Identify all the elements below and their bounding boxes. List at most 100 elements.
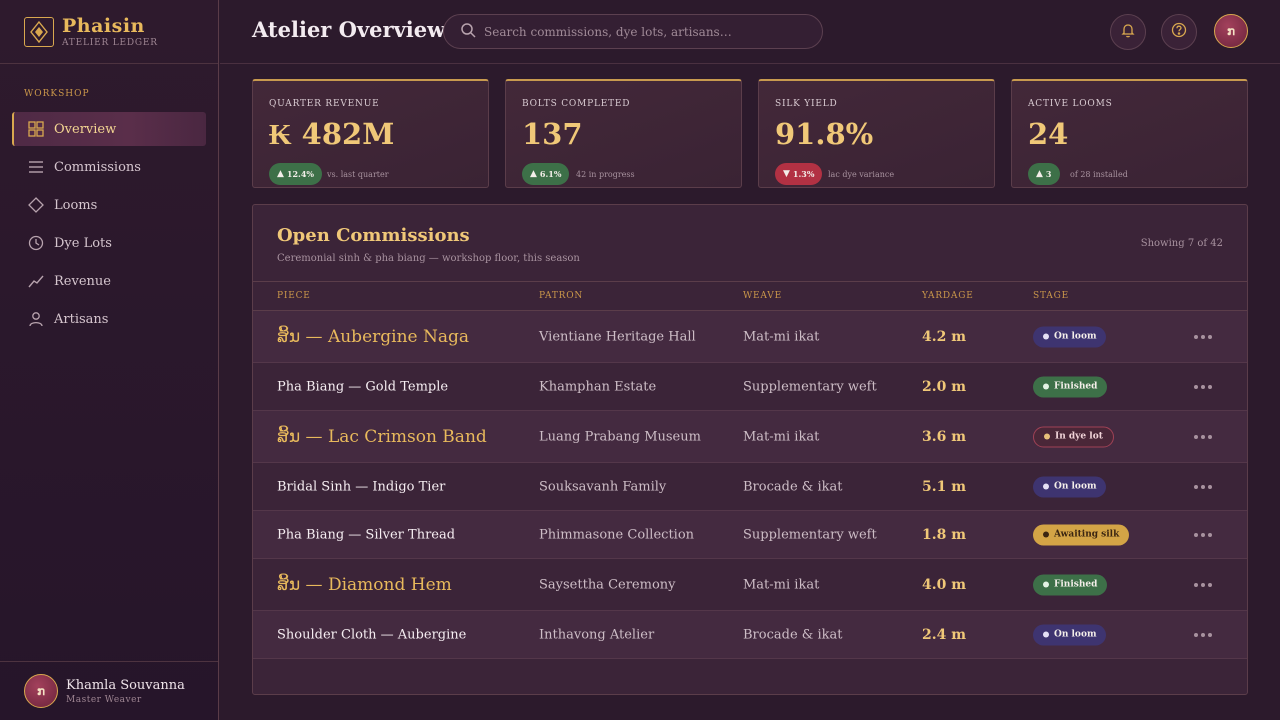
stage-badge: Awaiting silk [1033,524,1130,545]
stage-badge: In dye lot [1033,426,1114,447]
more-actions-icon[interactable] [1194,632,1212,637]
avatar: ກ [24,674,58,708]
stage-label: Finished [1054,381,1098,392]
more-actions-icon[interactable] [1194,384,1212,389]
stage-label: Finished [1054,579,1098,590]
kpi-delta: 1.3% [792,169,815,179]
yardage-value: 4.2 m [922,328,967,345]
table-row[interactable]: ສິ້ນ — Diamond Hem Saysettha Ceremony Mat-… [253,559,1247,611]
notifications-button[interactable] [1110,14,1146,50]
piece-name: Pha Biang — Gold Temple [277,379,449,394]
column-header-stage[interactable]: STAGE [1033,291,1069,301]
sidebar-item-artisans[interactable]: Artisans [12,302,206,336]
table-row[interactable]: ສິ້ນ — Lac Crimson Band Luang Prabang Mus… [253,411,1247,463]
yardage-value: 2.0 m [922,378,967,395]
stage-label: On loom [1054,481,1097,492]
sidebar-item-commissions[interactable]: Commissions [12,150,206,184]
kpi-delta-badge: ▲ 3 [1028,163,1060,185]
current-user[interactable]: ກ Khamla Souvanna Master Weaver [0,661,218,720]
table-row[interactable]: Pha Biang — Gold Temple Khamphan Estate Su… [253,363,1247,411]
status-dot-icon [1043,383,1049,390]
kpi-delta: 12.4% [286,169,315,179]
status-dot-icon [1043,483,1049,490]
stage-badge: On loom [1033,326,1107,347]
panel-subtitle: Ceremonial sinh & pha biang — workshop f… [277,253,580,264]
more-actions-icon[interactable] [1194,484,1212,489]
kpi-value: 24 [1028,117,1069,151]
sidebar-item-dye-lots[interactable]: Dye Lots [12,226,206,260]
status-dot-icon [1044,433,1050,440]
sidebar-item-label: Dye Lots [54,235,112,251]
sidebar-item-revenue[interactable]: Revenue [12,264,206,298]
piece-name: ສິ້ນ — Diamond Hem [277,574,452,595]
table-row[interactable]: Shoulder Cloth — Aubergine Inthavong Atel… [253,611,1247,659]
help-icon [1171,22,1187,42]
kpi-note: 42 in progress [576,170,635,179]
kpi-note: lac dye variance [828,170,895,179]
column-header-yardage[interactable]: YARDAGE [922,291,974,301]
search-box[interactable] [443,14,823,49]
header-avatar[interactable]: ກ [1214,14,1248,48]
sidebar-item-label: Artisans [54,311,109,327]
brand[interactable]: Phaisin ATELIER LEDGER [0,0,218,64]
patron-name: Saysettha Ceremony [539,577,676,592]
status-dot-icon [1043,531,1049,538]
table-header: PIECE PATRON WEAVE YARDAGE STAGE [253,281,1247,311]
diamond-icon [28,197,44,213]
weave-type: Supplementary weft [743,379,877,394]
stage-label: On loom [1054,331,1097,342]
kpi-value: 137 [522,117,583,151]
table-row[interactable]: ສິ້ນ — Aubergine Naga Vientiane Heritage … [253,311,1247,363]
grid-icon [28,121,44,137]
more-actions-icon[interactable] [1194,582,1212,587]
more-actions-icon[interactable] [1194,334,1212,339]
more-actions-icon[interactable] [1194,434,1212,439]
sidebar-item-overview[interactable]: Overview [12,112,206,146]
brand-subtitle: ATELIER LEDGER [62,37,158,48]
status-dot-icon [1043,631,1049,638]
arrow-up-icon: ▲ [277,169,284,179]
sidebar: Phaisin ATELIER LEDGER WORKSHOP Overview… [0,0,219,720]
piece-name: ສິ້ນ — Aubergine Naga [277,326,470,347]
sidebar-item-looms[interactable]: Looms [12,188,206,222]
logo-icon [24,16,54,47]
yardage-value: 4.0 m [922,576,967,593]
row-count: Showing 7 of 42 [1140,238,1223,249]
weave-type: Mat-mi ikat [743,429,820,444]
stage-badge: On loom [1033,476,1107,497]
kpi-label: BOLTS COMPLETED [522,99,631,109]
kpi-delta: 3 [1045,169,1052,179]
table-row[interactable]: Pha Biang — Silver Thread Phimmasone Coll… [253,511,1247,559]
yardage-value: 1.8 m [922,526,967,543]
patron-name: Luang Prabang Museum [539,429,701,444]
yardage-value: 5.1 m [922,478,967,495]
piece-name: Pha Biang — Silver Thread [277,527,456,542]
help-button[interactable] [1161,14,1197,50]
column-header-weave[interactable]: WEAVE [743,291,782,301]
kpi-delta-badge: ▼ 1.3% [775,163,823,185]
commissions-panel: Open Commissions Ceremonial sinh & pha b… [252,204,1248,695]
user-icon [28,311,44,327]
weave-type: Brocade & ikat [743,479,843,494]
table-row[interactable]: Bridal Sinh — Indigo Tier Souksavanh Fami… [253,463,1247,511]
header: Atelier Overview ກ [220,0,1280,64]
kpi-card-revenue: QUARTER REVENUE ₭ 482M ▲ 12.4% vs. last … [252,79,489,188]
column-header-piece[interactable]: PIECE [277,291,311,301]
kpi-delta-badge: ▲ 6.1% [522,163,570,185]
arrow-down-icon: ▼ [783,169,790,179]
sidebar-item-label: Commissions [54,159,141,175]
kpi-card-looms: ACTIVE LOOMS 24 ▲ 3 of 28 installed [1011,79,1248,188]
patron-name: Inthavong Atelier [539,627,655,642]
column-header-patron[interactable]: PATRON [539,291,584,301]
more-actions-icon[interactable] [1194,532,1212,537]
arrow-up-icon: ▲ [530,169,537,179]
kpi-delta: 6.1% [539,169,562,179]
sidebar-nav: Overview Commissions Looms [12,112,206,340]
search-input[interactable] [484,24,804,39]
clock-icon [28,235,44,251]
page-title: Atelier Overview [252,17,446,42]
arrow-up-icon: ▲ [1036,169,1043,179]
kpi-label: SILK YIELD [775,99,838,109]
status-dot-icon [1043,333,1049,340]
patron-name: Souksavanh Family [539,479,667,494]
